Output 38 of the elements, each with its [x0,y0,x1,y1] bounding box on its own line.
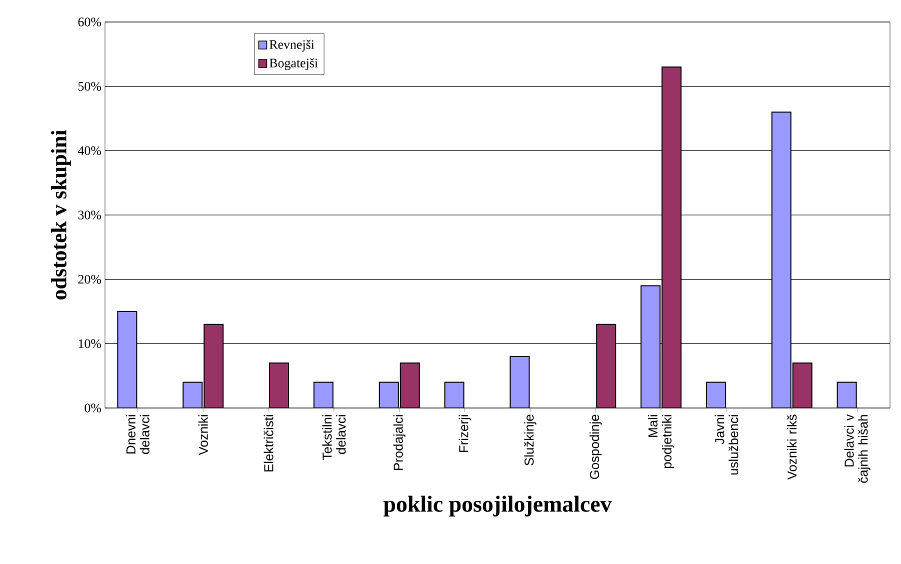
x-tick-label: Mali podjetniki [648,415,674,468]
bar [640,285,661,408]
x-tick-label: Prodajalci [393,415,406,470]
bar [204,324,224,408]
x-tick-label: Vozniki rikš [787,414,797,480]
x-tick-label: Frizerji [458,415,471,452]
y-tick-label: 40% [78,146,102,156]
x-tick-label: Vozniki [198,415,208,456]
bar [444,382,464,408]
y-tick-label: 0% [84,404,102,412]
x-tick-label: Dnevni delavci [126,415,150,454]
legend-label: Revnejši [270,40,314,52]
bar [378,382,399,408]
x-tick-label: Tekstilni delavci [322,415,346,460]
y-tick-label: 30% [78,210,102,220]
bar [836,382,857,408]
bar [182,382,203,408]
bar [313,382,334,408]
y-tick-label: 10% [78,339,102,348]
bar [596,324,616,408]
x-tick-label: Delavci v čajnih hišah [844,414,870,483]
x-tick-label: Električisti [264,415,274,472]
bar [771,112,792,408]
bar [706,382,726,408]
bar [117,311,138,408]
bar [510,356,530,408]
bar [269,362,290,408]
bar [792,362,812,408]
x-tick-label: Služkinje [524,414,536,466]
bar [662,66,682,408]
y-tick-label: 50% [78,82,102,91]
y-tick-label: 60% [78,18,102,26]
legend-label: Bogatejši [270,58,318,70]
x-tick-label: Gospodinje [590,414,602,480]
y-tick-label: 20% [78,274,102,284]
y-axis-title: odstotek v skupini [51,130,71,300]
x-axis-title: poklic posojilojemalcev [384,496,612,516]
bar [400,362,420,408]
